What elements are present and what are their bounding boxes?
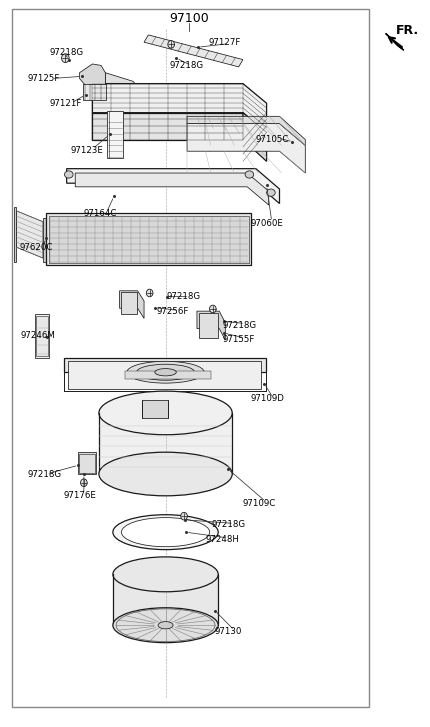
Text: 97100: 97100	[169, 12, 209, 25]
Polygon shape	[75, 173, 269, 205]
Ellipse shape	[80, 479, 87, 486]
Bar	[36, 316, 48, 356]
Bar	[83, 84, 106, 100]
Ellipse shape	[64, 171, 73, 178]
Ellipse shape	[61, 54, 69, 63]
Bar	[113, 574, 218, 625]
Polygon shape	[92, 84, 267, 132]
Polygon shape	[43, 218, 46, 262]
Text: 97164C: 97164C	[84, 209, 117, 218]
Ellipse shape	[155, 369, 176, 376]
Ellipse shape	[146, 289, 153, 297]
Polygon shape	[197, 311, 225, 340]
Text: 97060E: 97060E	[250, 219, 283, 228]
Text: 97155F: 97155F	[223, 335, 255, 344]
Text: 97256F: 97256F	[157, 307, 189, 316]
Bar	[68, 361, 261, 389]
Text: 97620C: 97620C	[19, 244, 53, 252]
Polygon shape	[243, 113, 267, 161]
Ellipse shape	[137, 364, 194, 380]
Bar	[35, 314, 49, 358]
Ellipse shape	[99, 452, 232, 496]
Polygon shape	[125, 371, 211, 379]
Text: 97218G: 97218G	[170, 61, 204, 70]
Ellipse shape	[99, 391, 232, 435]
Bar	[121, 292, 137, 314]
Polygon shape	[386, 33, 404, 50]
Text: FR.: FR.	[396, 24, 419, 37]
Ellipse shape	[168, 41, 175, 48]
Polygon shape	[120, 291, 144, 318]
Polygon shape	[64, 358, 266, 372]
Text: 97246M: 97246M	[21, 332, 55, 340]
Text: 97218G: 97218G	[212, 521, 246, 529]
Polygon shape	[92, 113, 243, 140]
Text: 97130: 97130	[214, 627, 242, 635]
Text: 97218G: 97218G	[49, 48, 83, 57]
Ellipse shape	[158, 622, 173, 629]
Text: 97218G: 97218G	[28, 470, 62, 478]
Text: 97109D: 97109D	[250, 394, 284, 403]
Ellipse shape	[181, 513, 187, 520]
Ellipse shape	[122, 518, 210, 547]
Text: 97176E: 97176E	[64, 491, 96, 500]
Ellipse shape	[113, 608, 218, 643]
Polygon shape	[187, 116, 305, 145]
Bar	[199, 313, 218, 338]
Ellipse shape	[209, 305, 216, 313]
Bar	[107, 111, 123, 158]
Polygon shape	[16, 211, 43, 258]
Bar	[12, 9, 369, 707]
Polygon shape	[80, 64, 105, 93]
Bar	[142, 400, 168, 418]
Polygon shape	[14, 207, 16, 262]
Ellipse shape	[267, 189, 275, 196]
Ellipse shape	[113, 557, 218, 592]
Polygon shape	[187, 124, 305, 173]
Polygon shape	[67, 169, 280, 204]
Ellipse shape	[245, 171, 254, 178]
Text: 97218G: 97218G	[223, 321, 257, 330]
Text: 97218G: 97218G	[167, 292, 201, 301]
Bar	[79, 454, 95, 473]
Text: 97121F: 97121F	[49, 99, 82, 108]
Text: 97105C: 97105C	[256, 135, 289, 144]
Ellipse shape	[113, 515, 218, 550]
Text: 97123E: 97123E	[71, 146, 104, 155]
Text: 97125F: 97125F	[28, 74, 60, 83]
Polygon shape	[144, 35, 243, 67]
Bar	[99, 413, 232, 474]
Bar	[46, 213, 251, 265]
Bar	[49, 216, 249, 263]
Text: 97248H: 97248H	[206, 535, 240, 544]
Bar	[78, 452, 96, 474]
Polygon shape	[105, 73, 140, 92]
Text: 97109C: 97109C	[243, 499, 276, 507]
Text: 97127F: 97127F	[209, 38, 241, 47]
Ellipse shape	[127, 361, 204, 383]
